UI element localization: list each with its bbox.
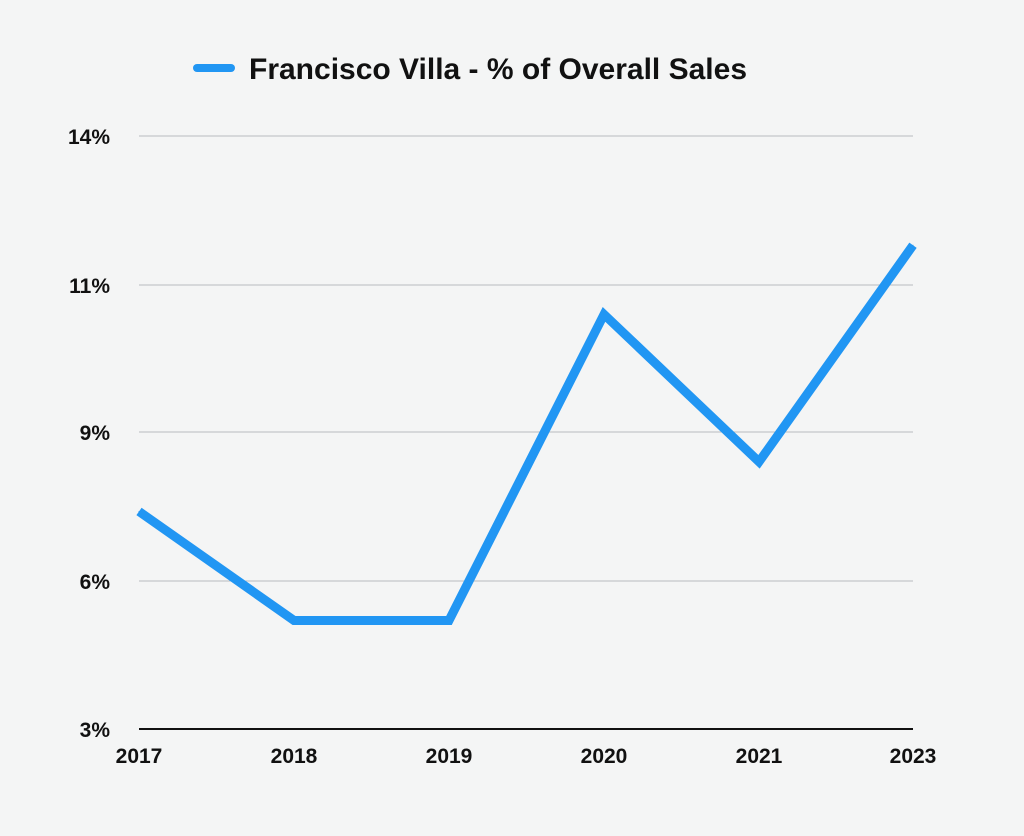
legend: Francisco Villa - % of Overall Sales	[193, 53, 747, 86]
y-tick-label: 6%	[80, 571, 111, 594]
x-tick-label: 2023	[890, 745, 937, 768]
x-tick-label: 2017	[116, 745, 163, 768]
data-point	[603, 313, 605, 315]
x-tick-label: 2019	[426, 745, 473, 768]
y-tick-label: 9%	[80, 422, 111, 445]
x-tick-label: 2020	[581, 745, 628, 768]
x-tick-label: 2021	[736, 745, 783, 768]
y-tick-label: 3%	[80, 719, 111, 742]
grid-lines	[139, 135, 913, 730]
y-tick-label: 14%	[68, 126, 110, 149]
data-point	[293, 619, 295, 621]
data-point	[448, 619, 450, 621]
x-axis-ticks: 2017 2018 2019 2020 2021 2023	[116, 745, 937, 768]
legend-label: Francisco Villa - % of Overall Sales	[249, 53, 747, 86]
series-layer	[136, 242, 917, 625]
x-tick-label: 2018	[271, 745, 318, 768]
y-tick-label: 11%	[69, 275, 110, 298]
data-point	[138, 510, 140, 512]
data-point	[758, 461, 760, 463]
series-line	[136, 242, 917, 625]
data-point	[912, 244, 914, 246]
y-axis-ticks: 3% 6% 9% 11% 14%	[68, 126, 110, 742]
